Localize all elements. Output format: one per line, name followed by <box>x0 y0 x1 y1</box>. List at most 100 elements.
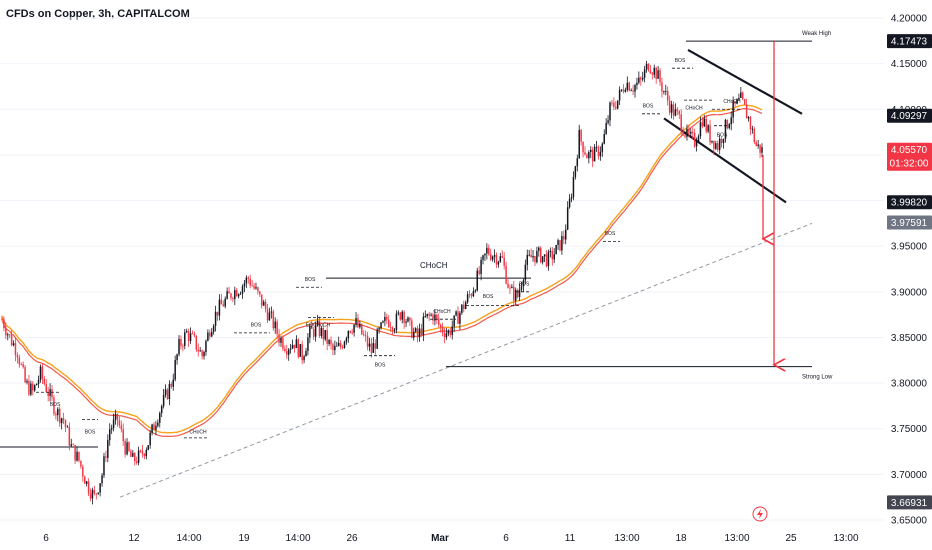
price-label-bg <box>887 108 932 123</box>
candle-body <box>582 141 584 153</box>
candle-body <box>49 389 51 396</box>
candle <box>284 345 286 353</box>
candle-body <box>235 290 238 297</box>
candle-body <box>153 424 155 430</box>
candle <box>605 118 607 135</box>
candle-body <box>439 324 442 328</box>
candle <box>457 306 459 324</box>
candle <box>320 325 323 339</box>
candle-body <box>284 348 286 352</box>
candle <box>122 423 124 446</box>
candle-body <box>282 338 284 349</box>
candle-body <box>60 418 63 424</box>
candle <box>222 300 225 307</box>
candle <box>299 344 301 357</box>
candle <box>707 124 709 134</box>
candle-body <box>330 340 332 345</box>
candle <box>174 355 176 382</box>
candle-body <box>530 254 532 258</box>
candle <box>740 86 742 99</box>
candle <box>193 331 196 338</box>
candle <box>722 138 725 149</box>
candle <box>493 249 496 263</box>
candle-body <box>199 350 201 352</box>
candle-body <box>528 254 530 256</box>
candle <box>399 311 402 321</box>
candle <box>232 296 234 303</box>
candle-body <box>711 140 713 143</box>
candle-body <box>607 120 609 124</box>
candle-body <box>47 391 49 396</box>
candle-body <box>665 91 667 92</box>
x-tick-label: Mar <box>431 533 449 544</box>
candle <box>201 349 203 360</box>
candle <box>312 326 315 340</box>
candle-body <box>135 461 138 463</box>
candle-body <box>626 82 629 90</box>
candle <box>611 99 613 107</box>
candle-body <box>459 312 461 324</box>
candle-body <box>178 338 180 355</box>
candle-body <box>555 245 557 255</box>
candle-body <box>593 147 596 162</box>
candle-body <box>409 317 411 321</box>
candle-body <box>201 350 203 357</box>
candle-body <box>189 333 192 342</box>
candle-body <box>134 453 136 462</box>
candle <box>260 294 263 309</box>
candle-body <box>141 450 144 455</box>
candle <box>66 425 69 428</box>
lightning-icon[interactable] <box>752 506 768 522</box>
candle-body <box>493 255 496 257</box>
strong-low-label: Strong Low <box>802 375 833 381</box>
candle-body <box>628 82 630 91</box>
candle <box>297 338 300 359</box>
candle-body <box>690 131 692 134</box>
candle-body <box>232 298 234 300</box>
candle <box>463 300 465 313</box>
candle <box>747 116 750 122</box>
candle-body <box>210 331 213 337</box>
candle <box>499 252 502 263</box>
candle-body <box>742 92 744 100</box>
candle-body <box>316 320 319 326</box>
candle <box>615 101 617 110</box>
candle-body <box>155 425 157 430</box>
candle <box>509 284 511 295</box>
candle-body <box>397 312 400 314</box>
candle <box>172 373 174 391</box>
candle <box>420 323 423 337</box>
candle-body <box>318 320 321 336</box>
candle-body <box>407 317 409 322</box>
candle <box>522 278 525 292</box>
candle <box>191 330 194 335</box>
candle-body <box>203 352 205 357</box>
candle <box>491 255 494 262</box>
candle <box>187 328 190 347</box>
price-label-bg <box>887 142 932 171</box>
candle <box>466 291 469 304</box>
candle <box>641 71 644 82</box>
candle <box>655 66 657 84</box>
candle-body <box>564 229 567 240</box>
candle-body <box>601 143 604 152</box>
candle-body <box>451 326 453 335</box>
candle-body <box>93 489 96 494</box>
candle <box>397 310 400 316</box>
candle <box>474 289 477 293</box>
x-tick-label: 11 <box>565 533 576 544</box>
candle-body <box>91 489 94 499</box>
candle <box>359 320 361 329</box>
price-label: 4.17473 <box>887 34 932 49</box>
x-tick-label: 26 <box>346 533 358 544</box>
candle-body <box>734 101 736 104</box>
candle-body <box>55 413 57 416</box>
candle <box>134 451 136 466</box>
candle-body <box>549 250 552 253</box>
candle-body <box>701 122 704 127</box>
candle <box>516 288 519 299</box>
candle-body <box>151 424 153 433</box>
candle-body <box>418 328 421 338</box>
candle <box>355 312 357 328</box>
